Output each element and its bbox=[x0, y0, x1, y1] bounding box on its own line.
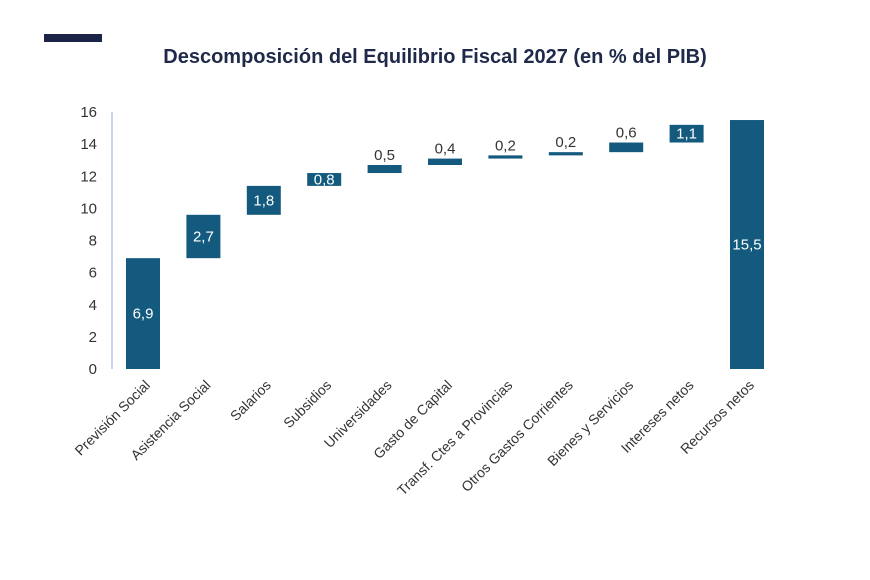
y-tick-label: 6 bbox=[89, 265, 97, 282]
bar bbox=[669, 124, 704, 143]
bar bbox=[126, 258, 160, 369]
y-tick-label: 12 bbox=[80, 168, 97, 185]
data-labels: 6,9 2,7 1,8 0,8 0,5 0,4 0,2 0,2 0,6 1,1 15,5 bbox=[133, 125, 762, 323]
category-label: Transf. Ctes a Provincias bbox=[394, 377, 516, 499]
title-accent-bar bbox=[44, 34, 102, 42]
category-label: Subsidios bbox=[280, 377, 334, 431]
bar bbox=[428, 158, 462, 166]
data-label: 0,2 bbox=[495, 137, 516, 154]
bar bbox=[307, 173, 342, 186]
data-label: 1,1 bbox=[676, 126, 697, 143]
y-tick-label: 4 bbox=[89, 297, 97, 314]
data-label: 2,7 bbox=[193, 228, 214, 245]
data-label: 1,8 bbox=[253, 192, 274, 209]
bar bbox=[186, 214, 221, 259]
data-label: 0,8 bbox=[314, 171, 335, 188]
y-tick-label: 10 bbox=[80, 200, 97, 217]
bar bbox=[367, 165, 402, 174]
y-tick-label: 8 bbox=[89, 233, 97, 250]
bars bbox=[126, 120, 764, 369]
y-tick-label: 16 bbox=[80, 104, 97, 121]
data-label: 6,9 bbox=[133, 306, 154, 323]
data-label: 0,5 bbox=[374, 147, 395, 164]
y-tick-label: 0 bbox=[89, 361, 97, 378]
data-label: 0,4 bbox=[435, 141, 456, 158]
chart-title: Descomposición del Equilibrio Fiscal 202… bbox=[163, 46, 707, 68]
y-tick-label: 14 bbox=[80, 136, 97, 153]
y-axis: 0 2 4 6 8 10 12 14 16 bbox=[80, 104, 113, 378]
data-label: 0,6 bbox=[616, 125, 637, 142]
bar bbox=[548, 152, 583, 156]
data-label: 15,5 bbox=[732, 237, 761, 254]
category-label: Otros Gastos Corrientes bbox=[458, 377, 576, 495]
bar bbox=[488, 155, 523, 159]
category-label: Salarios bbox=[227, 377, 274, 424]
bar bbox=[730, 120, 764, 369]
bar bbox=[609, 142, 644, 153]
data-label: 0,2 bbox=[555, 134, 576, 151]
y-tick-label: 2 bbox=[89, 329, 97, 346]
bar bbox=[246, 185, 281, 215]
